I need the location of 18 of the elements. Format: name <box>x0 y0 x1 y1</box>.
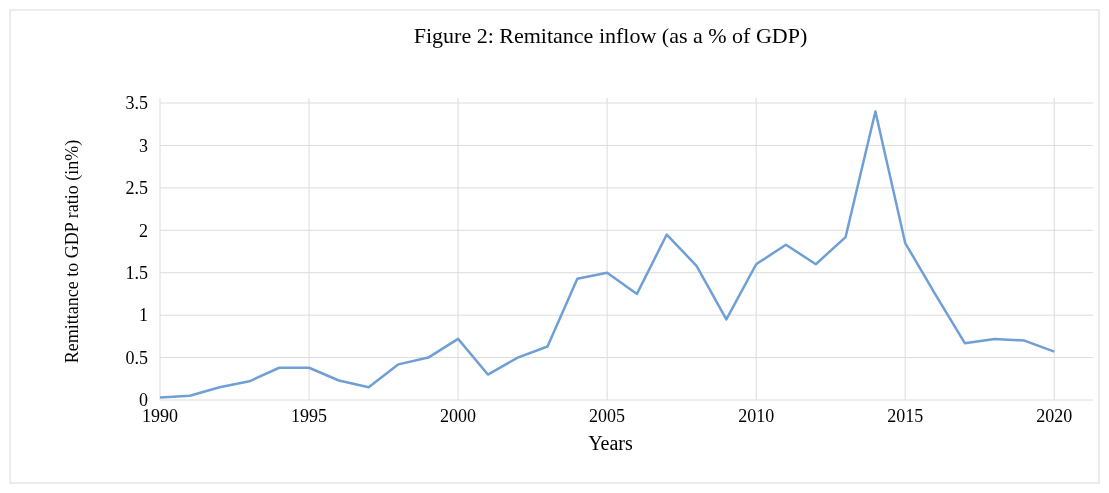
y-tick-label: 2 <box>139 220 148 241</box>
y-tick-label: 0.5 <box>125 347 148 368</box>
y-tick-label: 1.5 <box>125 263 148 284</box>
x-tick-label: 2000 <box>440 406 477 426</box>
y-axis-title: Remittance to GDP ratio (in%) <box>62 139 83 364</box>
y-tick-label: 3 <box>139 135 148 156</box>
x-tick-label: 2005 <box>589 406 626 426</box>
x-tick-label: 1995 <box>291 406 328 426</box>
y-tick-label: 3.5 <box>125 93 148 114</box>
x-axis-title: Years <box>588 432 634 454</box>
x-tick-label: 2020 <box>1036 406 1073 426</box>
chart-title: Figure 2: Remitance inflow (as a % of GDP) <box>413 23 808 48</box>
x-tick-label: 1990 <box>142 406 178 426</box>
x-tick-label: 2010 <box>738 406 775 426</box>
line-series <box>158 110 1056 399</box>
y-tick-label: 2.5 <box>125 178 148 199</box>
x-tick-label: 2015 <box>887 406 924 426</box>
y-tick-label: 1 <box>139 305 148 326</box>
